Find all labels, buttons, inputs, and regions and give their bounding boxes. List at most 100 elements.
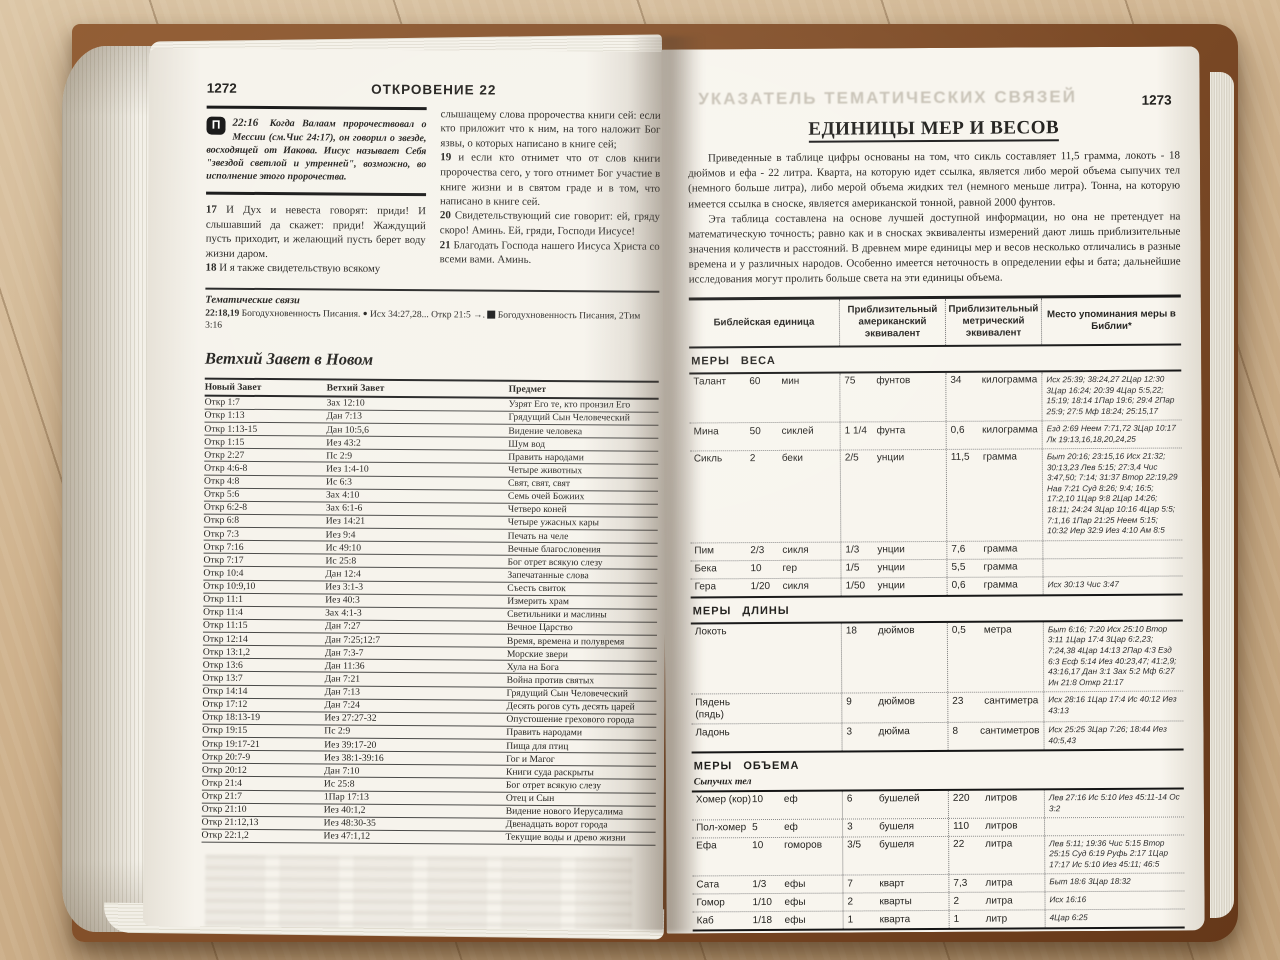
unit-unit: ефы xyxy=(784,878,806,890)
unit-row: Каб 1/18 ефы 1 кварта 1 литр 4Цар 6:25 xyxy=(692,908,1185,930)
ghost-running-head: УКАЗАТЕЛЬ ТЕМАТИЧЕСКИХ СВЯЗЕЙ xyxy=(698,87,1077,109)
cell-ot-ref: Иез 43:2 xyxy=(326,437,361,449)
unit-unit: ефы xyxy=(784,914,806,926)
page-number: 1273 xyxy=(1141,92,1172,108)
unit-name: Мина xyxy=(693,425,719,438)
cell-nt-ref: Откр 20:12 xyxy=(201,764,247,776)
cell-nt-ref: Откр 19:17-21 xyxy=(202,738,260,750)
metric-qty: 220 xyxy=(952,793,970,805)
metric-unit: килограмма xyxy=(982,423,1038,436)
cell-ot-ref: 1Пар 17:13 xyxy=(323,791,369,803)
us-qty: 1/50 xyxy=(845,580,866,592)
metric-unit: сантиметра xyxy=(984,694,1039,707)
us-qty: 1 xyxy=(847,914,854,926)
bible-refs xyxy=(1044,817,1185,835)
weight-rows: Талант 60 мин 75 фунтов 34 килограмма Исх 25… xyxy=(689,371,1183,599)
unit-unit: мин xyxy=(781,376,800,388)
cell-ot-ref: Дан 7:3-7 xyxy=(324,647,364,659)
chain-reference-icon: ● xyxy=(362,308,368,318)
unit-qty xyxy=(751,696,783,720)
verse: 20 Свидетельствующий сие говорит: ей, гр… xyxy=(440,209,660,240)
unit-row: Бека 10 гер 1/5 унции 5,5 грамма xyxy=(690,557,1183,579)
cell-ot-ref: Зах 4:10 xyxy=(325,489,360,501)
unit-unit: сикля xyxy=(782,580,809,593)
cell-ot-ref: Дан 7:25;12:7 xyxy=(324,633,381,646)
cell-subject: Съесть свиток xyxy=(507,582,566,595)
cell-subject: Пища для птиц xyxy=(506,740,569,752)
bible-refs xyxy=(1042,540,1183,558)
unit-qty: 1/20 xyxy=(750,581,771,593)
column-header-subject: Предмет xyxy=(508,383,547,395)
us-unit: фунтов xyxy=(876,375,911,387)
metric-unit: литр xyxy=(985,913,1008,925)
unit-row: Сикль 2 беки 2/5 унции 11,5 грамма Быт 20:16… xyxy=(689,447,1183,543)
metric-qty: 0,6 xyxy=(950,424,965,436)
bible-refs: 4Цар 6:25 xyxy=(1044,909,1185,928)
unit-qty: 2 xyxy=(749,453,756,465)
dry-volume-rows: Хомер (кор) 10 еф 6 бушелей 220 литров Лев 2… xyxy=(691,789,1185,932)
cell-subject: Четыре животных xyxy=(508,464,583,477)
bible-text-columns: П 22:16 Когда Валаам пророчествовал о Ме… xyxy=(205,105,661,279)
section-label-length: МЕРЫ ДЛИНЫ xyxy=(690,595,1183,625)
bible-refs: Исх 16:16 xyxy=(1044,891,1185,910)
cell-subject: Опустошение грехового города xyxy=(506,713,635,726)
us-qty: 9 xyxy=(846,696,852,708)
cell-subject: Светильники и маслины xyxy=(507,608,607,621)
metric-unit: грамма xyxy=(982,451,1017,464)
metric-qty: 7,6 xyxy=(951,543,966,555)
metric-unit: грамма xyxy=(983,579,1018,591)
cell-nt-ref: Откр 6:8 xyxy=(203,514,240,527)
ot-in-nt-title: Ветхий Завет в Новом xyxy=(204,348,374,369)
cell-subject: Бог отрет всякую слезу xyxy=(507,556,603,569)
metric-unit: килограмма xyxy=(981,374,1038,387)
verse-number: 20 xyxy=(439,209,451,222)
metric-qty: 22 xyxy=(953,838,965,851)
metric-qty: 2 xyxy=(953,895,960,907)
metric-unit: метра xyxy=(983,624,1012,636)
us-unit: дюймов xyxy=(877,625,915,637)
cell-nt-ref: Откр 21:10 xyxy=(201,803,247,816)
cell-nt-ref: Откр 17:12 xyxy=(202,698,248,711)
cell-nt-ref: Откр 7:3 xyxy=(203,528,239,540)
verse-text: Свидетельствующий сие говорит: ей, гряду… xyxy=(439,209,660,238)
cell-subject: Двенадцать ворот города xyxy=(505,818,608,831)
cell-nt-ref: Откр 21:4 xyxy=(201,777,243,789)
bible-refs: Быт 6:16; 7:20 Исх 25:10 Втор 3:11 1Цар … xyxy=(1042,621,1184,692)
verse-continuation: слышащему слова пророчества книги сей: е… xyxy=(440,108,661,151)
cell-ot-ref: Иез 1:4-10 xyxy=(326,463,369,475)
unit-qty: 50 xyxy=(749,425,761,437)
unit-unit: гоморов xyxy=(784,839,823,852)
cell-subject: Вечные благословения xyxy=(507,543,601,556)
cell-ot-ref: Дан 7:10 xyxy=(323,765,360,777)
header-bible-references: Место упоминания меры в Библии* xyxy=(1040,297,1182,345)
us-unit: дюйма xyxy=(878,725,910,737)
cell-subject: Четыре ужасных кары xyxy=(507,517,600,529)
cell-nt-ref: Откр 11:4 xyxy=(203,606,243,619)
running-head: ОТКРОВЕНИЕ 22 xyxy=(371,81,497,98)
cell-ot-ref: Иез 38:1-39:16 xyxy=(324,752,384,764)
unit-unit xyxy=(783,726,837,748)
us-qty: 75 xyxy=(844,375,856,387)
metric-qty: 0,5 xyxy=(951,624,966,636)
thematic-refs-text: Исх 34:27,28... Откр 21:5 →. xyxy=(369,309,486,321)
unit-qty: 60 xyxy=(749,376,761,388)
verse: 17 И Дух и невеста говорят: приди! И слы… xyxy=(206,203,426,263)
cell-nt-ref: Откр 4:8 xyxy=(204,475,240,487)
cell-nt-ref: Откр 13:6 xyxy=(202,659,243,671)
cell-subject: Гог и Магог xyxy=(506,753,555,765)
metric-unit: литра xyxy=(985,877,1013,889)
verse-text: И я также свидетельствую всякому xyxy=(219,262,381,276)
metric-qty: 8 xyxy=(952,725,959,737)
paragraph-icon: П xyxy=(206,116,226,135)
cell-ot-ref: Пс 2:9 xyxy=(326,450,353,462)
unit-qty: 5 xyxy=(752,822,758,834)
cell-nt-ref: Откр 22:1,2 xyxy=(201,829,249,842)
unit-name: Локоть xyxy=(694,626,727,638)
cell-nt-ref: Откр 11:15 xyxy=(203,619,248,632)
unit-qty xyxy=(751,626,783,691)
metric-unit: литра xyxy=(985,895,1013,907)
cell-nt-ref: Откр 13:7 xyxy=(202,672,243,684)
us-unit: дюймов xyxy=(878,695,915,707)
column-header-nt: Новый Завет xyxy=(204,381,262,393)
metric-qty: 7,3 xyxy=(953,877,968,889)
